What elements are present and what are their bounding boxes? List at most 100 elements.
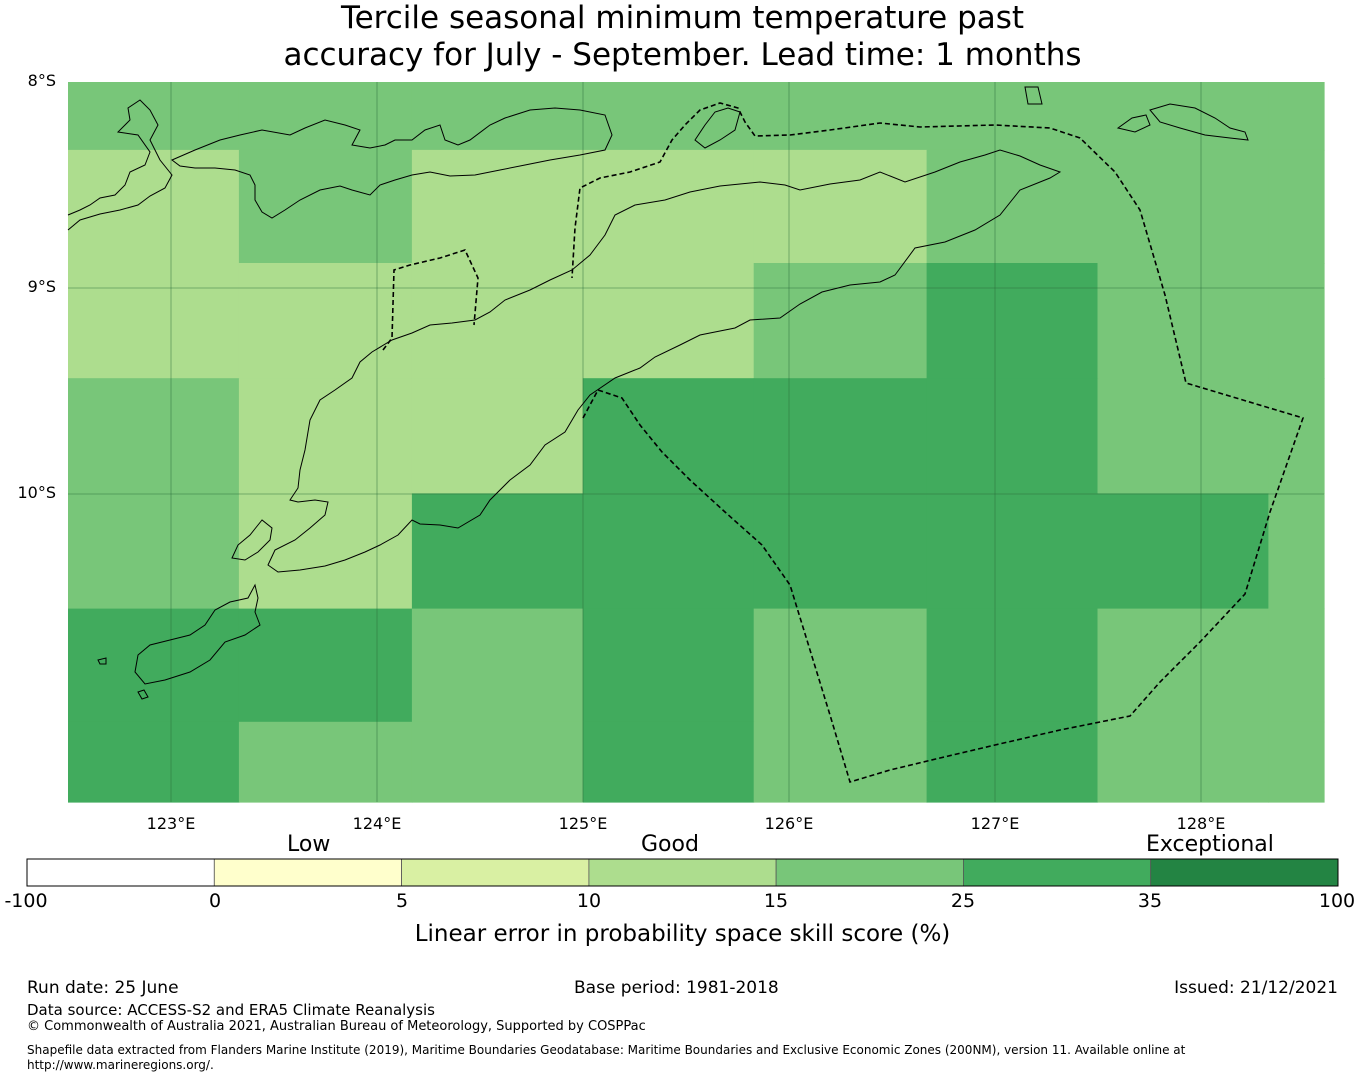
skill-grid-cell (238, 149, 413, 264)
colorbar (26, 858, 1339, 887)
skill-grid-cell (411, 263, 584, 379)
colorbar-swatch (963, 858, 1152, 887)
coastline-small-isle-1 (1024, 86, 1043, 105)
lon-label-124E: 124°E (352, 814, 402, 833)
skill-grid-cell (68, 493, 240, 610)
skill-grid-cell (1097, 608, 1269, 723)
skill-grid-cell (68, 378, 240, 494)
run-date: Run date: 25 June (27, 978, 179, 998)
colorbar-tick: 0 (208, 890, 222, 912)
skill-grid-cell (753, 149, 928, 264)
skill-grid-cell (68, 608, 240, 723)
skill-grid-cell (68, 149, 240, 264)
coastline-wetar (1149, 103, 1249, 141)
coastline-small-isle-3 (137, 689, 149, 700)
lat-label-10S: 10°S (17, 483, 56, 502)
skill-grid-cell (1268, 608, 1325, 723)
colorbar-swatch (26, 858, 215, 887)
skill-grid-cell (68, 721, 240, 803)
colorbar-tick: 5 (395, 890, 409, 912)
skill-grid-cell (1097, 149, 1269, 264)
skill-grid-cell (926, 721, 1099, 803)
colorbar-swatch (401, 858, 590, 887)
colorbar-swatch (1150, 858, 1339, 887)
colorbar-tick: 35 (1137, 890, 1163, 912)
skill-grid-cell (1097, 378, 1269, 494)
map-title-line-2: accuracy for July - September. Lead time… (283, 37, 1082, 73)
map-title-line-1: Tercile seasonal minimum temperature pas… (340, 0, 1025, 36)
skill-grid-cell (926, 82, 1099, 151)
skill-grid-cell (238, 263, 413, 379)
skill-grid-cell (238, 608, 413, 723)
map-title: Tercile seasonal minimum temperature pas… (0, 0, 1365, 74)
colorbar-label: Linear error in probability space skill … (414, 921, 951, 947)
lon-label-127E: 127°E (970, 814, 1020, 833)
colorbar-tick: 10 (576, 890, 602, 912)
lon-label-126E: 126°E (764, 814, 814, 833)
colorbar-swatch (213, 858, 403, 887)
skill-grid-cell (411, 378, 584, 494)
colorbar-tick: 25 (950, 890, 976, 912)
coastline-timor (267, 149, 1062, 573)
skill-grid-cell (753, 82, 928, 151)
skill-grid-cell (926, 493, 1099, 610)
skill-grid-cell (753, 263, 928, 379)
colorbar-tick: 100 (1318, 890, 1356, 912)
coastline-alor-pantar (171, 107, 613, 219)
skill-grid-cell (582, 149, 755, 264)
coastline-liran (1116, 114, 1151, 133)
colorbar-swatch (775, 858, 964, 887)
lon-label-123E: 123°E (146, 814, 196, 833)
skill-grid-cell (1097, 493, 1269, 610)
colorbar-swatch (588, 858, 777, 887)
skill-grid-cell (238, 721, 413, 803)
skill-grid-cell (411, 721, 584, 803)
skill-grid-cell (411, 82, 584, 151)
skill-grid-cell (582, 82, 755, 151)
colorbar-category-exceptional: Exceptional (1146, 832, 1274, 857)
skill-grid-cell (238, 82, 413, 151)
data-source: Data source: ACCESS-S2 and ERA5 Climate … (27, 1001, 435, 1019)
base-period: Base period: 1981-2018 (574, 978, 779, 998)
colorbar-tick: -100 (4, 890, 48, 912)
graticule-lines (68, 82, 1324, 802)
lat-label-9S: 9°S (27, 277, 56, 296)
skill-grid-cell (1097, 263, 1269, 379)
lon-label-125E: 125°E (558, 814, 608, 833)
coastlines (67, 86, 1249, 700)
skill-grid-cell (753, 721, 928, 803)
skill-grid-cell (582, 608, 755, 723)
skill-grid-cell (1097, 721, 1269, 803)
colorbar-tick: 15 (763, 890, 789, 912)
skill-grid-cell (753, 493, 928, 610)
skill-grid-cell (1268, 721, 1325, 803)
coastline-flores (67, 99, 173, 231)
coastline-semau (231, 519, 273, 561)
eez-boundary-oecusse (382, 249, 479, 351)
coastline-rote (134, 583, 261, 685)
colorbar-outline (26, 858, 1339, 887)
shapefile-credit-line-1: Shapefile data extracted from Flanders M… (27, 1043, 1186, 1057)
skill-grid-cell (238, 378, 413, 494)
skill-grid-cell (1268, 149, 1325, 264)
issued-date: Issued: 21/12/2021 (1174, 978, 1338, 998)
skill-grid-cell (926, 608, 1099, 723)
skill-score-grid (68, 82, 1325, 803)
skill-grid-cell (582, 263, 755, 379)
skill-grid-cell (1268, 263, 1325, 379)
skill-grid-cell (411, 149, 584, 264)
skill-grid-cell (926, 263, 1099, 379)
skill-grid-cell (753, 378, 928, 494)
colorbar-category-good: Good (641, 832, 699, 857)
shapefile-credit-line-2: http://www.marineregions.org/. (27, 1058, 214, 1072)
skill-grid-cell (411, 493, 584, 610)
skill-grid-cell (1268, 493, 1325, 610)
skill-grid-cell (582, 721, 755, 803)
skill-grid-cell (753, 608, 928, 723)
skill-grid-cell (926, 149, 1099, 264)
skill-grid-cell (1268, 82, 1325, 151)
eez-boundary-timor-leste (571, 102, 1305, 783)
skill-grid-cell (582, 378, 755, 494)
maritime-boundaries (382, 102, 1305, 783)
